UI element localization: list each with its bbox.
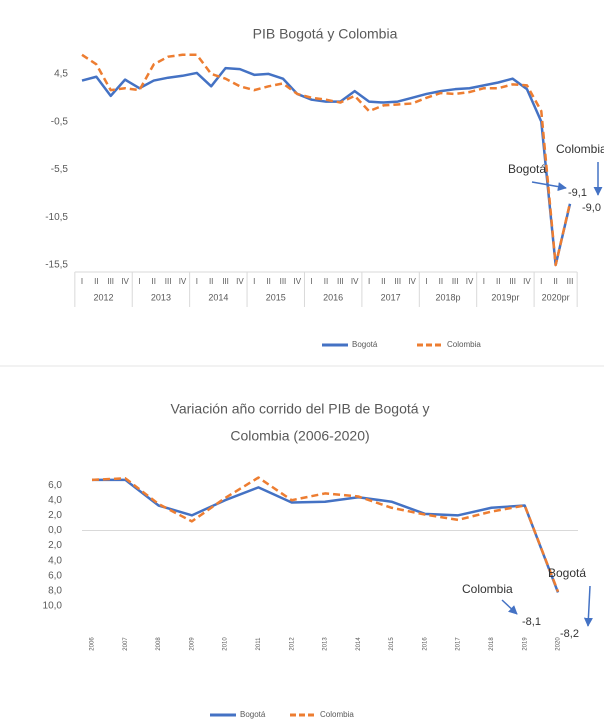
x-tick-label: 2013: [323, 637, 329, 651]
x-tick-label: 2016: [422, 637, 428, 651]
x-tick-label: 2007: [123, 637, 129, 651]
data-label: -8,2: [560, 628, 579, 640]
annotation: Colombia: [556, 142, 604, 156]
x-tick-label: IV: [408, 277, 416, 286]
x-tick-label: I: [311, 277, 313, 286]
x-tick-label: III: [337, 277, 344, 286]
x-tick-label: I: [368, 277, 370, 286]
x-tick-label: III: [222, 277, 229, 286]
x-tick-label: IV: [121, 277, 129, 286]
chart-title: Variación año corrido del PIB de Bogotá …: [171, 401, 430, 417]
x-tick-label: 2011: [256, 637, 262, 651]
x-tick-label: 2014: [356, 637, 362, 651]
y-tick-label: -15,5: [45, 260, 68, 271]
x-tick-label: 2009: [189, 637, 195, 651]
x-tick-label: IV: [466, 277, 474, 286]
series-line: [81, 66, 572, 267]
data-label: -9,0: [582, 202, 601, 214]
x-group-label: 2013: [151, 292, 171, 302]
annotation: Colombia: [462, 582, 513, 596]
x-tick-label: 2018: [489, 637, 495, 651]
x-group-label: 2020pr: [542, 292, 570, 302]
annotation-arrow: [583, 585, 593, 627]
y-tick-label: 10,0: [43, 601, 63, 612]
legend-label: Colombia: [320, 710, 354, 719]
x-tick-label: III: [280, 277, 287, 286]
x-tick-label: I: [483, 277, 485, 286]
data-label: -9,1: [568, 187, 587, 199]
data-label: -8,1: [522, 616, 541, 628]
x-tick-label: II: [266, 277, 270, 286]
x-tick-label: II: [209, 277, 213, 286]
x-tick-label: I: [425, 277, 427, 286]
y-tick-label: 6,0: [48, 480, 62, 491]
x-tick-label: I: [253, 277, 255, 286]
x-tick-label: 2020: [556, 637, 562, 651]
x-group-label: 2014: [208, 292, 228, 302]
y-tick-label: 4,5: [54, 69, 68, 80]
x-tick-label: 2012: [289, 637, 295, 651]
x-tick-label: IV: [179, 277, 187, 286]
x-group-label: 2019pr: [491, 292, 519, 302]
y-tick-label: 8,0: [48, 586, 62, 597]
x-tick-label: I: [196, 277, 198, 286]
x-tick-label: I: [138, 277, 140, 286]
x-tick-label: I: [81, 277, 83, 286]
legend-label: Bogotá: [240, 710, 266, 719]
x-tick-label: II: [152, 277, 156, 286]
y-tick-label: 0,0: [48, 525, 62, 536]
annotation: Bogotá: [548, 566, 586, 580]
chart-subtitle: Colombia (2006-2020): [230, 428, 369, 444]
annotation: Bogotá: [508, 162, 546, 176]
x-tick-label: II: [94, 277, 98, 286]
annotation-arrow: [531, 181, 567, 192]
y-tick-label: 6,0: [48, 570, 62, 581]
x-tick-label: 2010: [223, 637, 229, 651]
x-tick-label: III: [567, 277, 574, 286]
x-tick-label: 2015: [389, 637, 395, 651]
y-tick-label: -0,5: [51, 116, 69, 127]
x-tick-label: III: [394, 277, 401, 286]
x-tick-label: I: [540, 277, 542, 286]
x-tick-label: 2008: [156, 637, 162, 651]
x-tick-label: III: [452, 277, 459, 286]
annotation-arrow: [501, 599, 518, 615]
x-group-label: 2012: [94, 292, 114, 302]
x-tick-label: 2017: [456, 637, 462, 651]
y-tick-label: 2,0: [48, 510, 62, 521]
x-tick-label: III: [107, 277, 114, 286]
x-tick-label: II: [381, 277, 385, 286]
x-tick-label: II: [496, 277, 500, 286]
y-tick-label: 2,0: [48, 540, 62, 551]
x-group-label: 2017: [381, 292, 401, 302]
x-tick-label: III: [509, 277, 516, 286]
series-line: [92, 478, 560, 593]
legend-label: Colombia: [447, 340, 481, 349]
x-tick-label: IV: [351, 277, 359, 286]
x-tick-label: 2019: [522, 637, 528, 651]
series-line: [81, 53, 572, 267]
x-tick-label: II: [439, 277, 443, 286]
x-group-label: 2018p: [435, 292, 460, 302]
y-tick-label: 4,0: [48, 495, 62, 506]
x-tick-label: 2006: [90, 637, 96, 651]
x-tick-label: II: [324, 277, 328, 286]
x-tick-label: IV: [523, 277, 531, 286]
x-tick-label: IV: [294, 277, 302, 286]
series-line: [91, 476, 560, 593]
x-tick-label: IV: [236, 277, 244, 286]
y-tick-label: -5,5: [51, 164, 69, 175]
x-group-label: 2016: [323, 292, 343, 302]
y-tick-label: 4,0: [48, 555, 62, 566]
x-tick-label: III: [165, 277, 172, 286]
x-group-label: 2015: [266, 292, 286, 302]
legend-label: Bogotá: [352, 340, 378, 349]
y-tick-label: -10,5: [45, 212, 68, 223]
x-tick-label: II: [553, 277, 557, 286]
chart-title: PIB Bogotá y Colombia: [253, 26, 398, 42]
